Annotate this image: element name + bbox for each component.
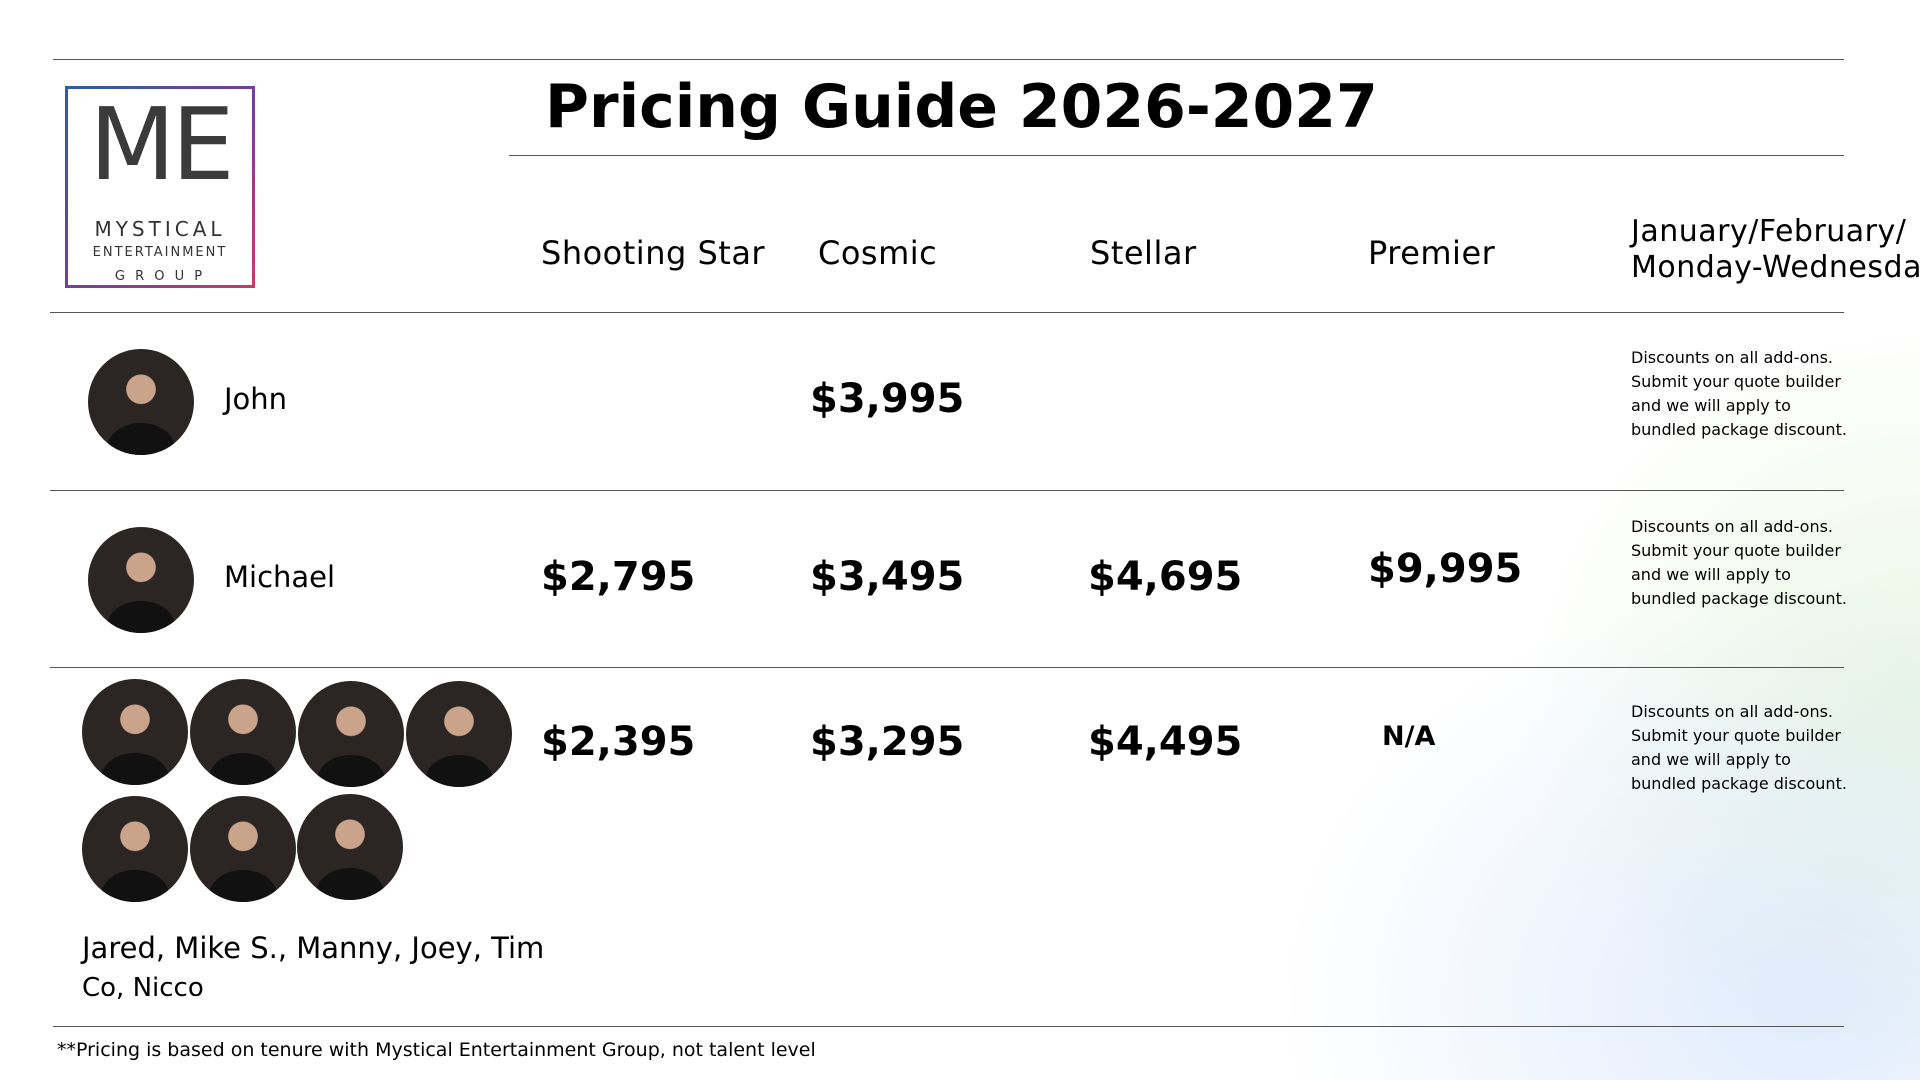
- logo-monogram: ME: [89, 86, 234, 203]
- avatar-photo: [297, 794, 403, 900]
- talent-name: Michael: [224, 560, 336, 594]
- price: $3,495: [810, 554, 965, 600]
- logo: ME MYSTICAL ENTERTAINMENT G R O U P: [65, 86, 255, 288]
- talent-name: Co, Nicco: [82, 973, 204, 1003]
- column-header: Monday-Wednesday: [1631, 250, 1920, 285]
- discount-note: bundled package discount.: [1631, 420, 1847, 439]
- discount-note: Submit your quote builder: [1631, 541, 1841, 560]
- price: $2,795: [541, 554, 696, 600]
- avatar-photo: [88, 349, 194, 455]
- column-header: Cosmic: [818, 234, 938, 272]
- discount-note: bundled package discount.: [1631, 589, 1847, 608]
- top-rule: [53, 59, 1844, 60]
- title: Pricing Guide 2026-2027: [545, 72, 1378, 142]
- price: $3,995: [810, 376, 965, 422]
- footnote: **Pricing is based on tenure with Mystic…: [57, 1039, 816, 1061]
- price: $4,695: [1088, 554, 1243, 600]
- avatar-photo: [82, 679, 188, 785]
- discount-note: and we will apply to: [1631, 396, 1791, 415]
- discount-note: Discounts on all add-ons.: [1631, 348, 1833, 367]
- column-header: Stellar: [1090, 234, 1197, 272]
- column-header: Shooting Star: [541, 234, 766, 272]
- bottom-rule: [53, 1026, 1844, 1027]
- column-header: Premier: [1368, 234, 1496, 272]
- discount-note: and we will apply to: [1631, 750, 1791, 769]
- price: $2,395: [541, 719, 696, 765]
- avatar-photo: [190, 679, 296, 785]
- discount-note: Submit your quote builder: [1631, 372, 1841, 391]
- avatar-photo: [406, 681, 512, 787]
- discount-note: and we will apply to: [1631, 565, 1791, 584]
- column-header: January/February/: [1631, 214, 1907, 249]
- discount-note: bundled package discount.: [1631, 774, 1847, 793]
- header-rule: [50, 312, 1844, 313]
- price: N/A: [1382, 721, 1436, 752]
- talent-name: Jared, Mike S., Manny, Joey, Tim: [82, 931, 545, 965]
- logo-line: ENTERTAINMENT: [92, 245, 228, 260]
- title-rule: [509, 155, 1844, 156]
- discount-note: Discounts on all add-ons.: [1631, 702, 1833, 721]
- avatar-photo: [190, 796, 296, 902]
- price: $3,295: [810, 719, 965, 765]
- talent-name: John: [224, 382, 288, 416]
- row-rule: [50, 667, 1844, 668]
- discount-note: Discounts on all add-ons.: [1631, 517, 1833, 536]
- price: $9,995: [1368, 546, 1523, 592]
- avatar-photo: [298, 681, 404, 787]
- logo-line: G R O U P: [114, 269, 206, 284]
- price: $4,495: [1088, 719, 1243, 765]
- avatar-photo: [88, 527, 194, 633]
- discount-note: Submit your quote builder: [1631, 726, 1841, 745]
- logo-line: MYSTICAL: [94, 217, 226, 241]
- avatar-photo: [82, 796, 188, 902]
- row-rule: [50, 490, 1844, 491]
